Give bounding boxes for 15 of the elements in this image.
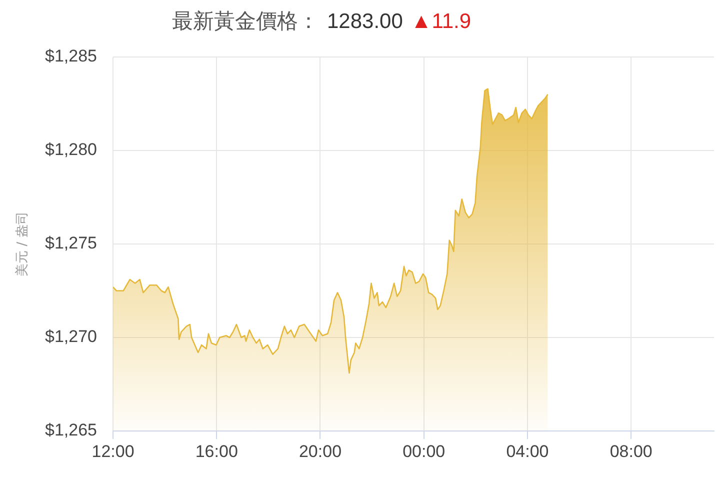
y-tick-label: $1,285 xyxy=(45,46,97,66)
y-tick-label: $1,265 xyxy=(45,420,97,440)
x-tick-label: 08:00 xyxy=(610,442,652,461)
y-tick-label: $1,275 xyxy=(45,234,97,253)
y-tick-label: $1,270 xyxy=(45,327,97,346)
y-tick-label: $1,280 xyxy=(45,140,97,160)
x-tick-label: 16:00 xyxy=(195,442,238,461)
x-tick-label: 12:00 xyxy=(92,442,134,461)
x-tick-label: 04:00 xyxy=(506,442,549,461)
x-tick-label: 00:00 xyxy=(402,442,446,461)
text: 1283.00 xyxy=(327,10,403,33)
y-axis-title: 美元 / 盎司 xyxy=(14,212,30,276)
chart-title: 最新黃金價格： xyxy=(172,10,319,33)
x-tick-label: 20:00 xyxy=(298,442,342,461)
text: ▲11.9 xyxy=(410,10,472,33)
